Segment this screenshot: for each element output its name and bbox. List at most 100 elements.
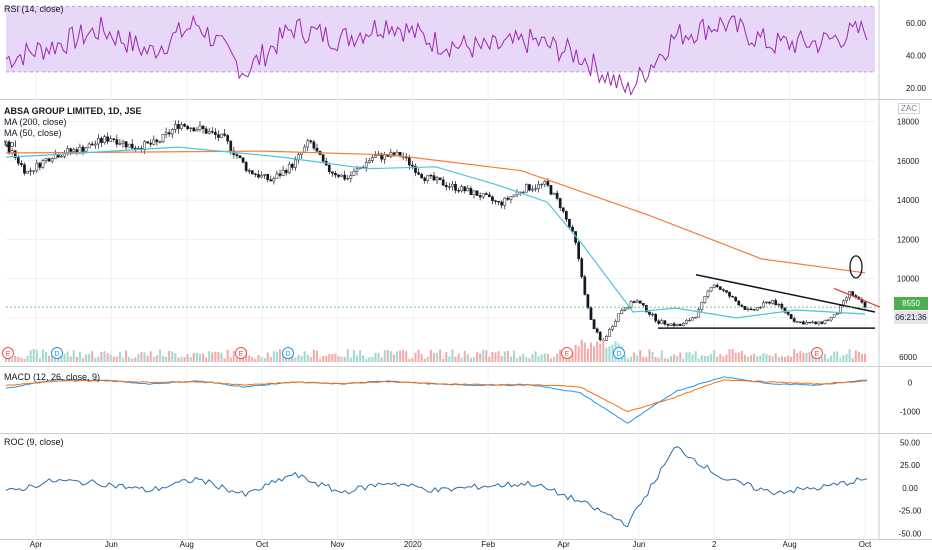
volume-bar: [125, 350, 128, 362]
volume-bar: [836, 351, 839, 362]
candle-body: [839, 305, 842, 314]
candle-body: [41, 160, 45, 168]
currency-badge[interactable]: ZAC: [898, 103, 920, 114]
volume-bar: [506, 350, 509, 362]
volume-bar: [790, 356, 793, 362]
volume-bar: [20, 358, 23, 362]
macd-tick-label: 0: [908, 379, 913, 388]
candle-body: [583, 276, 587, 295]
volume-bar: [183, 357, 186, 362]
volume-bar: [294, 357, 297, 362]
candle-body: [257, 174, 260, 178]
volume-bar: [140, 352, 143, 362]
candle-body: [287, 163, 291, 174]
volume-bar: [777, 357, 780, 362]
volume-bar: [439, 349, 442, 362]
candle-body: [832, 314, 836, 318]
volume-bar: [72, 350, 75, 362]
volume-bar: [657, 357, 660, 362]
volume-bar: [854, 350, 857, 362]
volume-bar: [682, 358, 685, 362]
candle-body: [72, 149, 76, 152]
candle-body: [346, 178, 350, 180]
candle-body: [734, 296, 738, 302]
candle-body: [210, 131, 214, 133]
volume-bar: [343, 357, 346, 362]
candle-body: [484, 193, 488, 196]
candle-body: [435, 177, 439, 181]
candle-body: [158, 141, 162, 143]
volume-bar: [848, 349, 851, 362]
candle-body: [204, 128, 208, 134]
candle-body: [226, 135, 230, 142]
volume-bar: [368, 357, 371, 362]
volume-bar: [423, 358, 426, 362]
volume-bar: [174, 353, 177, 362]
candle-body: [851, 291, 855, 296]
candle-body: [84, 147, 88, 152]
candle-body: [263, 174, 266, 176]
volume-bar: [51, 353, 54, 362]
candle-body: [417, 172, 420, 175]
volume-bar: [118, 351, 121, 362]
volume-bar: [476, 352, 479, 362]
volume-bar: [633, 352, 636, 362]
candle-body: [192, 127, 196, 132]
volume-bar: [583, 342, 586, 362]
volume-bar: [377, 352, 380, 362]
candle-body: [802, 321, 805, 325]
volume-bar: [823, 353, 826, 362]
candle-body: [115, 139, 119, 145]
volume-bar: [198, 353, 201, 362]
volume-bar: [48, 355, 51, 362]
volume-bar: [654, 357, 657, 362]
candle-body: [555, 192, 559, 199]
rsi-tick-label: 60.00: [906, 19, 927, 28]
candle-body: [608, 328, 611, 337]
volume-bar: [29, 350, 32, 362]
candle-body: [38, 162, 42, 168]
candle-body: [777, 303, 781, 306]
volume-bar: [189, 357, 192, 362]
volume-bar: [312, 349, 315, 362]
candle-body: [4, 141, 8, 146]
candle-body: [598, 331, 602, 341]
candle-body: [592, 319, 596, 329]
dividend-marker: [282, 347, 294, 359]
volume-bar: [279, 349, 282, 362]
marker-letter: E: [565, 351, 570, 358]
candle-body: [595, 328, 599, 333]
volume-bar: [103, 351, 106, 362]
candle-body: [780, 303, 784, 309]
candle-body: [611, 326, 614, 330]
volume-bar: [642, 357, 645, 362]
candle-body: [774, 300, 778, 306]
volume-bar: [466, 354, 469, 362]
candle-body: [331, 171, 334, 174]
candle-body: [149, 142, 153, 145]
candle-body: [35, 162, 39, 171]
candle-body: [106, 136, 109, 142]
volume-bar: [297, 354, 300, 362]
volume-bar: [673, 354, 676, 362]
candle-body: [746, 308, 750, 310]
axes: Apr Jun Aug Oct Nov 2020 Feb Apr Jun 2 Aug Oct 20.00…: [30, 19, 927, 549]
volume-bar: [651, 352, 654, 362]
volume-bar: [195, 352, 198, 362]
volume-bar: [799, 350, 802, 362]
volume-bar: [750, 355, 753, 362]
candle-body: [715, 284, 719, 288]
candle-body: [814, 321, 818, 325]
candle-body: [722, 289, 725, 291]
volume-bar: [731, 349, 734, 362]
volume-bar: [706, 355, 709, 362]
candle-body: [728, 292, 731, 297]
candle-body: [817, 321, 821, 325]
candle-body: [380, 153, 383, 160]
volume-bar: [288, 357, 291, 362]
rsi-tick-label: 40.00: [906, 52, 927, 61]
candle-body: [312, 141, 316, 149]
